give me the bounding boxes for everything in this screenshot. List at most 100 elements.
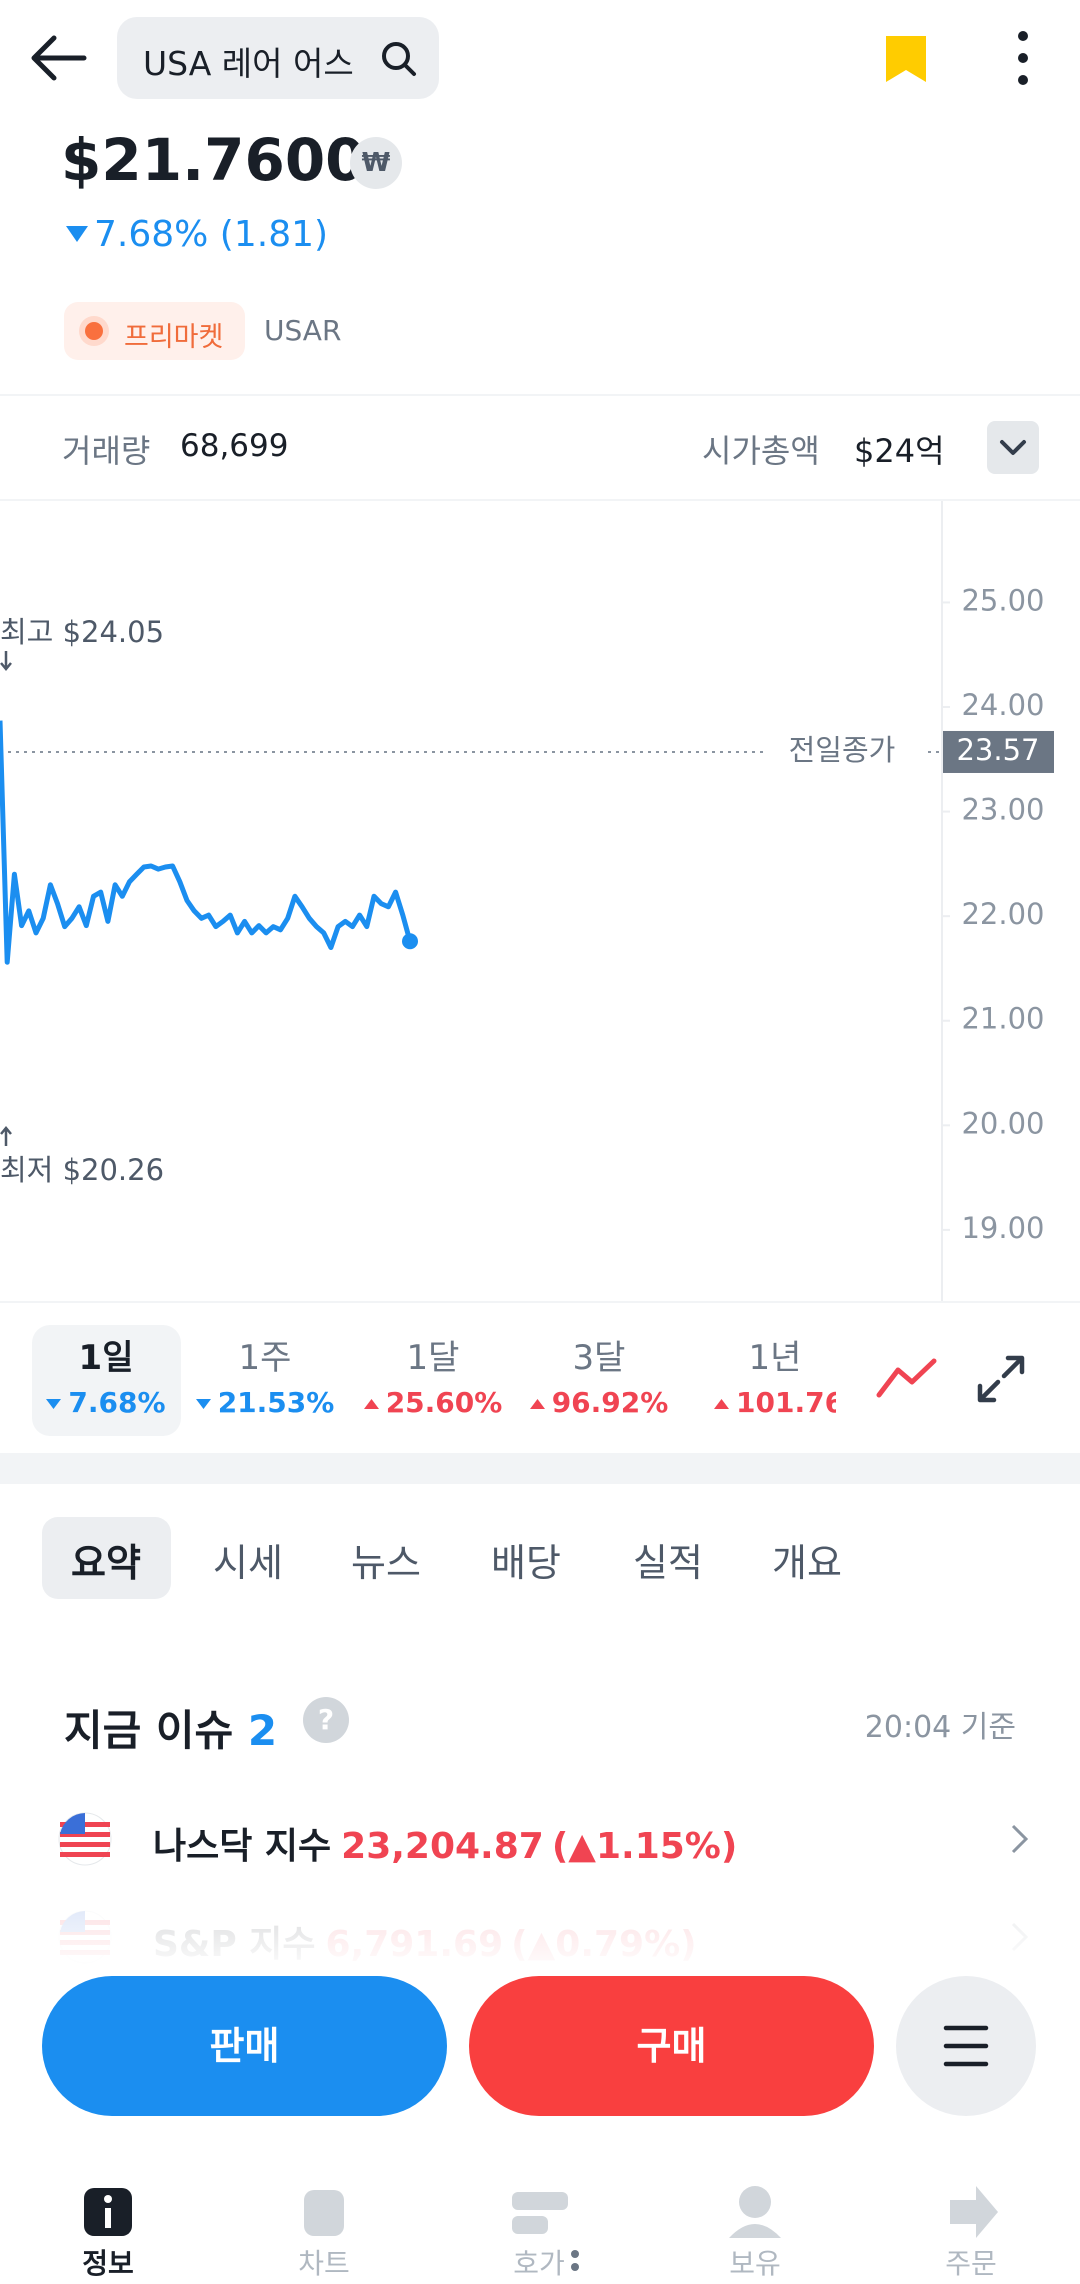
flag-stripe <box>60 1832 110 1837</box>
market-cap-label: 시가총액 <box>702 432 820 470</box>
y-tick-label: 25.00 <box>961 583 1044 617</box>
flag-stripe <box>60 1852 110 1857</box>
info-tab[interactable]: 시세 <box>213 1541 283 1585</box>
period-arrow <box>363 1399 379 1409</box>
period-change: 96.92% <box>551 1386 669 1419</box>
period-change: 21.53% <box>217 1386 335 1419</box>
market-cap: $24억 <box>854 432 945 470</box>
y-tick-label: 24.00 <box>961 688 1044 722</box>
currency-badge[interactable]: ₩ <box>350 137 402 189</box>
help-icon[interactable]: ? <box>303 1697 349 1743</box>
period-tab[interactable]: 1주 21.53% <box>185 1335 345 1435</box>
period-tab[interactable]: 1일 7.68% <box>26 1335 186 1435</box>
issue-row[interactable]: 나스닥 지수 23,204.87 (▲1.15%) <box>153 1817 737 1869</box>
high-arrow <box>0 651 12 671</box>
nav-icon-chart[interactable] <box>304 2190 344 2236</box>
us-flag <box>58 1812 112 1866</box>
y-tick-label: 19.00 <box>961 1211 1044 1245</box>
issues-title-text: 지금 이슈 <box>64 1706 234 1755</box>
nav-label[interactable]: 정보 <box>82 2247 134 2280</box>
period-change: 7.68% <box>68 1386 166 1419</box>
price-line <box>0 720 413 965</box>
info-tab[interactable]: 실적 <box>633 1541 703 1585</box>
nav-icon-orderbook[interactable] <box>512 2192 568 2210</box>
selected-tab-bg <box>42 1517 171 1599</box>
prev-close-value: 23.57 <box>956 733 1039 767</box>
issues-title: 지금 이슈 2 <box>64 1697 277 1758</box>
nav-label[interactable]: 차트 <box>298 2247 350 2280</box>
section-gap <box>0 1453 1080 1484</box>
prev-close-badge <box>943 730 1054 773</box>
period-arrow <box>714 1399 729 1409</box>
session-label: 프리마켓 <box>124 322 224 353</box>
chevron-shape <box>1011 1824 1029 1854</box>
back-button[interactable] <box>28 34 88 82</box>
divider <box>0 499 1080 501</box>
bookmark[interactable] <box>884 34 928 86</box>
price-change: 7.68% (1.81) <box>94 214 329 255</box>
nav-icons <box>84 2186 998 2271</box>
period-tab[interactable]: 1년 101.76 <box>695 1335 855 1435</box>
period-change: 25.60% <box>385 1386 503 1419</box>
period-tab[interactable]: 3달 96.92% <box>519 1335 679 1435</box>
period-change-row: 96.92% <box>519 1381 679 1425</box>
fade-overlay <box>0 1905 1080 1975</box>
divider <box>0 1301 1080 1303</box>
info-tab[interactable]: 배당 <box>491 1541 561 1585</box>
issue-change: (▲1.15%) <box>551 1826 738 1867</box>
period-label: 3달 <box>572 1338 626 1378</box>
period-arrow <box>195 1399 211 1409</box>
arrow-shape <box>714 1399 729 1409</box>
nav-label[interactable]: 보유 <box>729 2247 781 2280</box>
info-tab[interactable]: 요약 <box>71 1541 141 1585</box>
ticker: USAR <box>264 314 342 347</box>
down-arrow <box>66 226 88 242</box>
chart-type-toggle[interactable] <box>876 1358 938 1398</box>
period-label: 1년 <box>748 1338 802 1378</box>
low-label: 최저 $20.26 <box>0 1153 164 1187</box>
period-change-row: 101.76 <box>714 1381 836 1425</box>
arrow-shape <box>195 1399 211 1409</box>
flag-canton <box>60 1813 85 1834</box>
price-chart: 최고 $24.05 최저 $20.26 25.00 24.00 23.00 22.00… <box>0 501 1054 1301</box>
y-tick-label: 20.00 <box>961 1106 1044 1140</box>
order-menu[interactable] <box>896 1976 1036 2116</box>
arrow-shape <box>46 1399 62 1409</box>
info-tab[interactable]: 개요 <box>772 1541 842 1585</box>
search-text: USA 레어 어스 <box>143 44 354 83</box>
period-change-row: 21.53% <box>185 1381 345 1425</box>
high-label: 최고 $24.05 <box>0 615 164 649</box>
y-tick-label: 22.00 <box>961 897 1044 931</box>
y-tick-label: 21.00 <box>961 1002 1044 1036</box>
info-tab[interactable]: 뉴스 <box>351 1541 421 1585</box>
fullscreen[interactable] <box>976 1354 1026 1404</box>
period-arrow <box>46 1399 62 1409</box>
period-label: 1주 <box>238 1338 292 1378</box>
nav-icon-order[interactable] <box>950 2186 998 2238</box>
more-menu[interactable] <box>1010 30 1036 86</box>
volume-label: 거래량 <box>62 432 151 470</box>
prev-close-label: 전일종가 <box>789 733 896 767</box>
search-icon <box>382 42 416 76</box>
session-pill: 프리마켓 <box>64 302 245 360</box>
expand-stats[interactable] <box>987 421 1039 474</box>
last-point <box>402 933 418 950</box>
period-change: 101.76 <box>736 1386 836 1419</box>
price: $21.7600 <box>61 126 366 194</box>
low-arrow <box>0 1126 12 1146</box>
period-label: 1달 <box>406 1338 460 1378</box>
sell-button[interactable]: 판매 <box>42 1976 447 2116</box>
nav-label[interactable]: 호가 <box>513 2247 565 2280</box>
arrow-shape <box>363 1399 379 1409</box>
chevron <box>1011 1824 1029 1854</box>
period-change-row: 25.60% <box>353 1381 513 1425</box>
selected-period-bg <box>32 1325 181 1436</box>
search-pill[interactable]: USA 레어 어스 <box>117 17 439 99</box>
nav-icon-holdings[interactable] <box>739 2186 771 2218</box>
buy-button[interactable]: 구매 <box>469 1976 874 2116</box>
period-tab[interactable]: 1달 25.60% <box>353 1335 513 1435</box>
period-change-row: 7.68% <box>26 1381 186 1425</box>
period-arrow <box>529 1399 545 1409</box>
nav-label[interactable]: 주문 <box>945 2247 997 2280</box>
